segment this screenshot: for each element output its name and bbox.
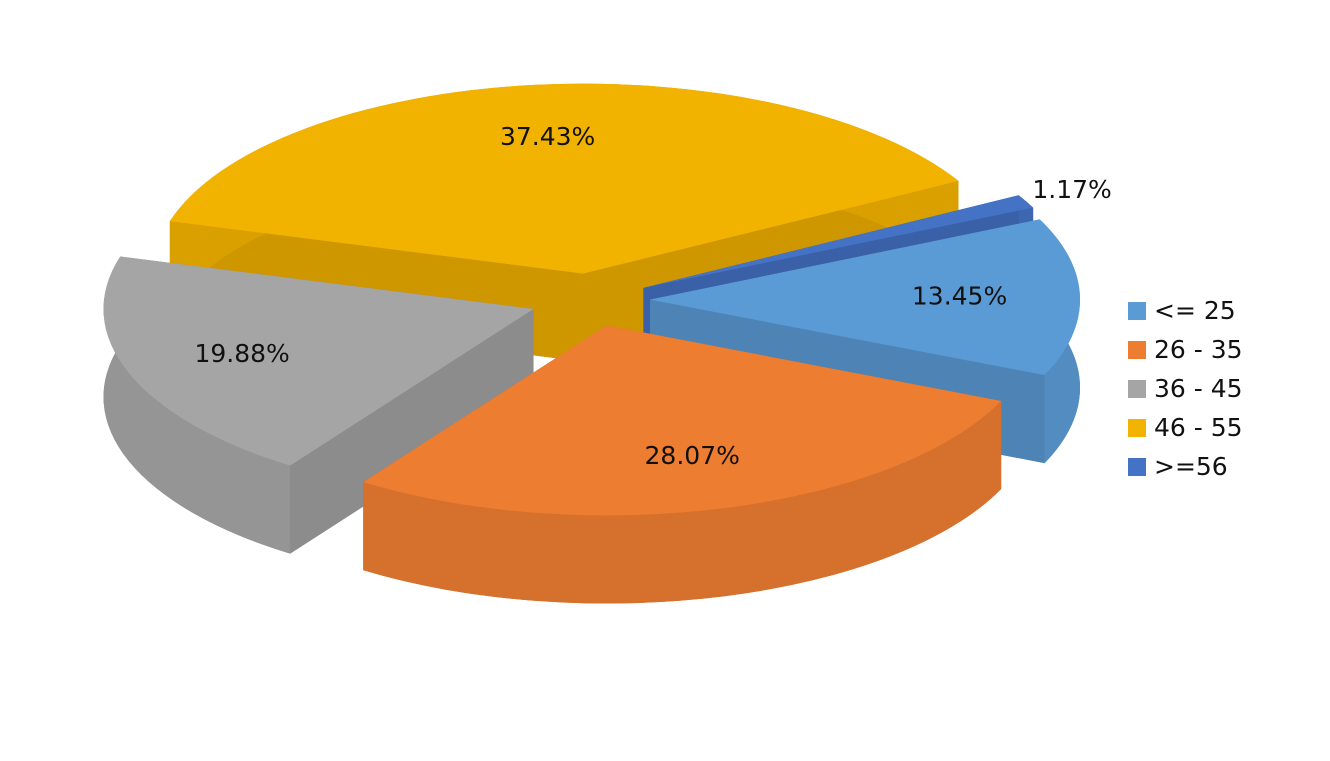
- legend-swatch: [1128, 302, 1146, 320]
- data-label: 28.07%: [645, 441, 740, 470]
- legend-label: >=56: [1154, 452, 1228, 481]
- legend-label: 46 - 55: [1154, 413, 1243, 442]
- slice-top: [169, 83, 959, 274]
- data-label: 37.43%: [500, 122, 595, 151]
- legend-label: 26 - 35: [1154, 335, 1243, 364]
- pie-slice: [103, 256, 534, 554]
- legend-label: 36 - 45: [1154, 374, 1243, 403]
- slice-top: [649, 219, 1080, 376]
- slice-top: [643, 195, 1034, 288]
- legend-swatch: [1128, 419, 1146, 437]
- legend-label: <= 25: [1154, 296, 1236, 325]
- slice-side: [363, 400, 1002, 604]
- data-label: 19.88%: [194, 339, 289, 368]
- slice-top: [103, 256, 534, 466]
- legend-swatch: [1128, 380, 1146, 398]
- slice-top: [363, 325, 1002, 516]
- legend-swatch: [1128, 458, 1146, 476]
- pie-slice: [363, 325, 1002, 604]
- data-label: 13.45%: [912, 282, 1007, 311]
- slice-side: [103, 256, 291, 554]
- data-label: 1.17%: [1032, 175, 1111, 204]
- legend-swatch: [1128, 341, 1146, 359]
